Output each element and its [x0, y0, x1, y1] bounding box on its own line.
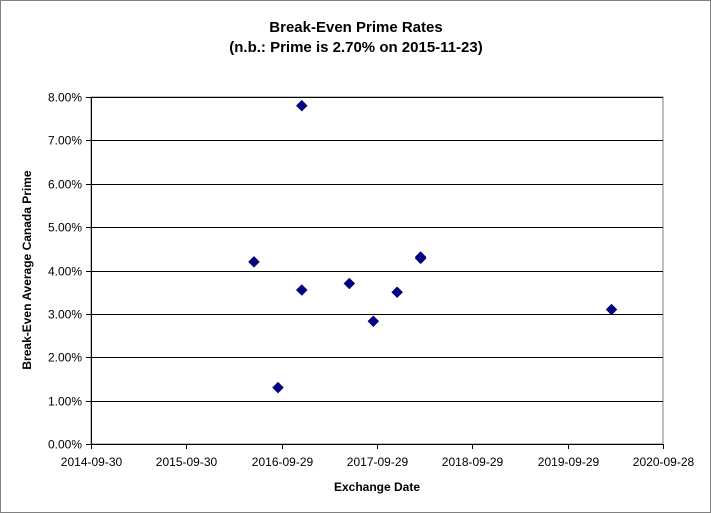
y-tick-label: 2.00%	[48, 351, 82, 365]
data-points	[248, 99, 618, 394]
x-tick-label: 2020-09-28	[633, 455, 695, 469]
x-tick-label: 2014-09-30	[61, 455, 123, 469]
data-point	[272, 381, 284, 394]
y-tick-label: 3.00%	[48, 308, 82, 322]
tick-labels: 0.00% 1.00% 2.00% 3.00% 4.00% 5.00% 6.00% 7.00%…	[48, 91, 695, 470]
y-tick-label: 5.00%	[48, 221, 82, 235]
chart-title: Break-Even Prime Rates	[269, 19, 442, 36]
y-tick-label: 0.00%	[48, 438, 82, 452]
gridlines	[91, 97, 663, 402]
data-point	[248, 255, 260, 268]
data-point	[343, 277, 356, 290]
data-point	[414, 252, 427, 265]
x-axis-title: Exchange Date	[334, 480, 420, 494]
x-tick-label: 2017-09-29	[347, 455, 409, 469]
x-tick-label: 2015-09-30	[156, 455, 218, 469]
y-tick-label: 7.00%	[48, 134, 82, 148]
y-tick-label: 1.00%	[48, 395, 82, 409]
chart-subtitle: (n.b.: Prime is 2.70% on 2015-11-23)	[229, 39, 482, 56]
y-tick-label: 4.00%	[48, 265, 82, 279]
data-point	[605, 303, 618, 316]
data-point	[295, 284, 308, 296]
y-tick-label: 8.00%	[48, 91, 82, 105]
x-tick-label: 2019-09-29	[538, 455, 600, 469]
data-point	[367, 315, 380, 328]
data-point	[295, 99, 308, 112]
x-tick-label: 2018-09-29	[442, 455, 504, 469]
data-point	[391, 286, 403, 299]
plot-area	[90, 96, 664, 445]
axes	[86, 97, 664, 449]
y-axis-title: Break-Even Average Canada Prime	[20, 170, 34, 370]
y-tick-label: 6.00%	[48, 178, 82, 192]
x-tick-label: 2016-09-29	[252, 455, 314, 469]
